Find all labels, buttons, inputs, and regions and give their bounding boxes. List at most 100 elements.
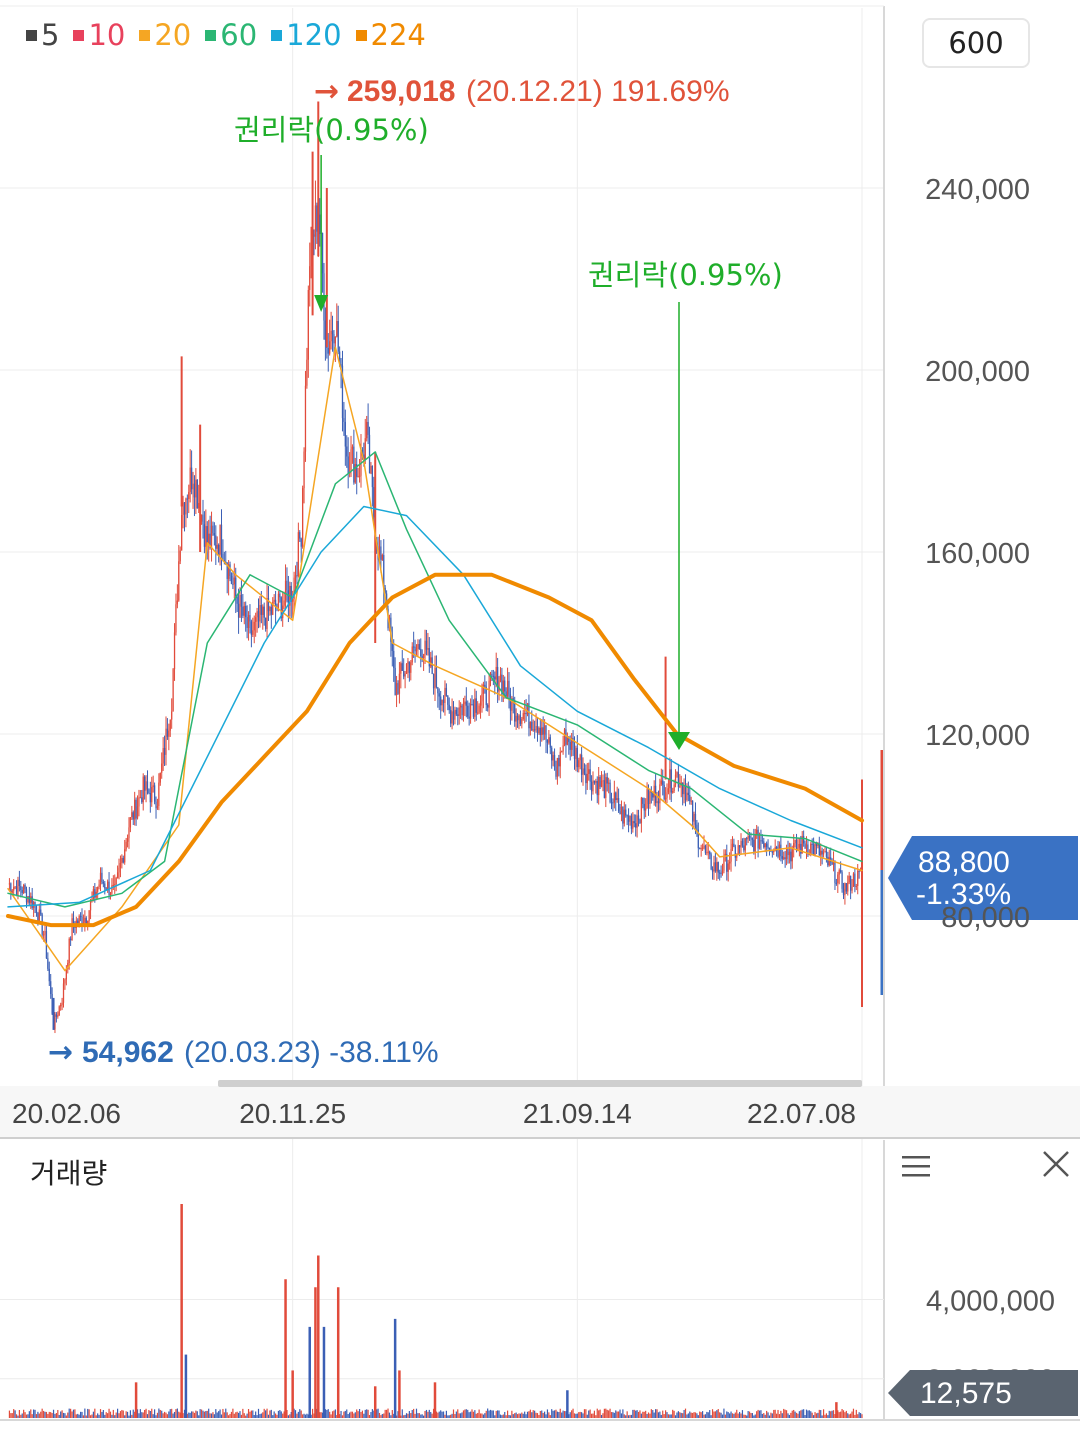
candle-body [223,560,225,562]
candle-body [257,611,260,622]
candle-body [519,715,522,724]
candle-body [761,840,764,842]
period-button[interactable]: 600 [922,18,1030,68]
candle-body [852,873,855,887]
candle-body [704,845,707,853]
candle-body [467,705,469,717]
candle-body [327,347,329,354]
candle-body [18,879,21,887]
candle-body [569,741,571,750]
candle-body [770,850,772,852]
candle-body [227,564,230,579]
candle-body [674,774,677,785]
legend-item-20[interactable]: 20 [139,18,191,52]
candle-body [741,840,744,846]
candle-body [736,853,738,858]
candle-body [791,849,793,862]
candle-body [210,525,213,548]
candle-body [438,693,440,697]
candle-body [124,849,126,863]
candle-body [824,851,826,853]
candle-body [801,836,803,854]
candle-body [105,888,107,891]
legend-item-224[interactable]: 224 [355,18,426,52]
candle-body [40,909,42,915]
candle-body [293,577,295,599]
candle-body [578,760,580,768]
candle-body [65,969,67,980]
high-value-label: 259,018 [347,75,455,108]
candle-body [820,850,822,856]
candle-body [437,687,439,694]
candle-body [300,538,302,547]
candle-body [276,608,278,610]
candle-body [450,710,452,724]
legend-item-120[interactable]: 120 [271,18,342,52]
candle-body [807,844,809,855]
candle-body [358,475,361,477]
candle-body [589,769,591,782]
candle-body [334,336,337,344]
candle-body [579,754,581,761]
candle-body [264,617,267,629]
legend-item-5[interactable]: 5 [26,18,59,52]
candle-body [689,795,691,802]
candle-body [619,811,621,815]
candle-body [444,687,446,703]
price-tick-label: 160,000 [925,538,1030,570]
candle-body [292,598,294,602]
candle-body [161,763,163,773]
candle-body [27,896,29,903]
candle-body [701,847,704,849]
current-price-tag [888,836,1078,920]
candle-body [505,691,507,697]
candle-body [717,862,719,873]
candle-body [78,915,80,924]
candle-body [97,886,99,892]
candle-body [279,593,281,598]
candle-body [617,798,620,812]
price-tick-label: 200,000 [925,356,1030,388]
candle-body [255,617,257,622]
candle-body [420,648,422,657]
menu-icon[interactable] [900,1152,932,1180]
ma-line-120 [7,505,863,908]
candle-body [112,884,114,886]
close-icon[interactable] [1040,1148,1072,1180]
candle-body [287,590,290,606]
candle-body [296,575,298,577]
candle-body [582,768,584,775]
candle-body [822,852,825,855]
date-tick-label: 22.07.08 [747,1098,856,1129]
candle-body [746,838,748,840]
candle-body [783,857,785,859]
low-detail-label: (20.03.23) -38.11% [184,1036,439,1069]
candle-body [398,673,401,694]
candle-body [119,863,122,868]
candle-body [677,772,680,787]
candle-body [528,703,530,729]
candle-body [754,834,756,852]
candle-body [842,888,845,896]
candle-body [461,705,463,716]
candle-body [849,875,852,891]
legend-item-10[interactable]: 10 [73,18,125,52]
candle-body [656,801,658,804]
price-tick-label: 240,000 [925,174,1030,206]
candle-body [294,575,297,578]
candle-body [858,870,860,872]
candle-body [88,910,90,921]
legend-item-60[interactable]: 60 [205,18,257,52]
candle-body [649,791,651,804]
candle-body [243,605,245,616]
candle-body [800,843,802,854]
candle-body [573,743,576,759]
candle-body [663,784,665,800]
candle-body [21,889,23,893]
candle-body [324,320,327,340]
candle-body [837,874,839,884]
candle-body [491,673,493,676]
candle-body [15,886,18,896]
candle-body [247,615,250,628]
candle-body [87,920,89,924]
